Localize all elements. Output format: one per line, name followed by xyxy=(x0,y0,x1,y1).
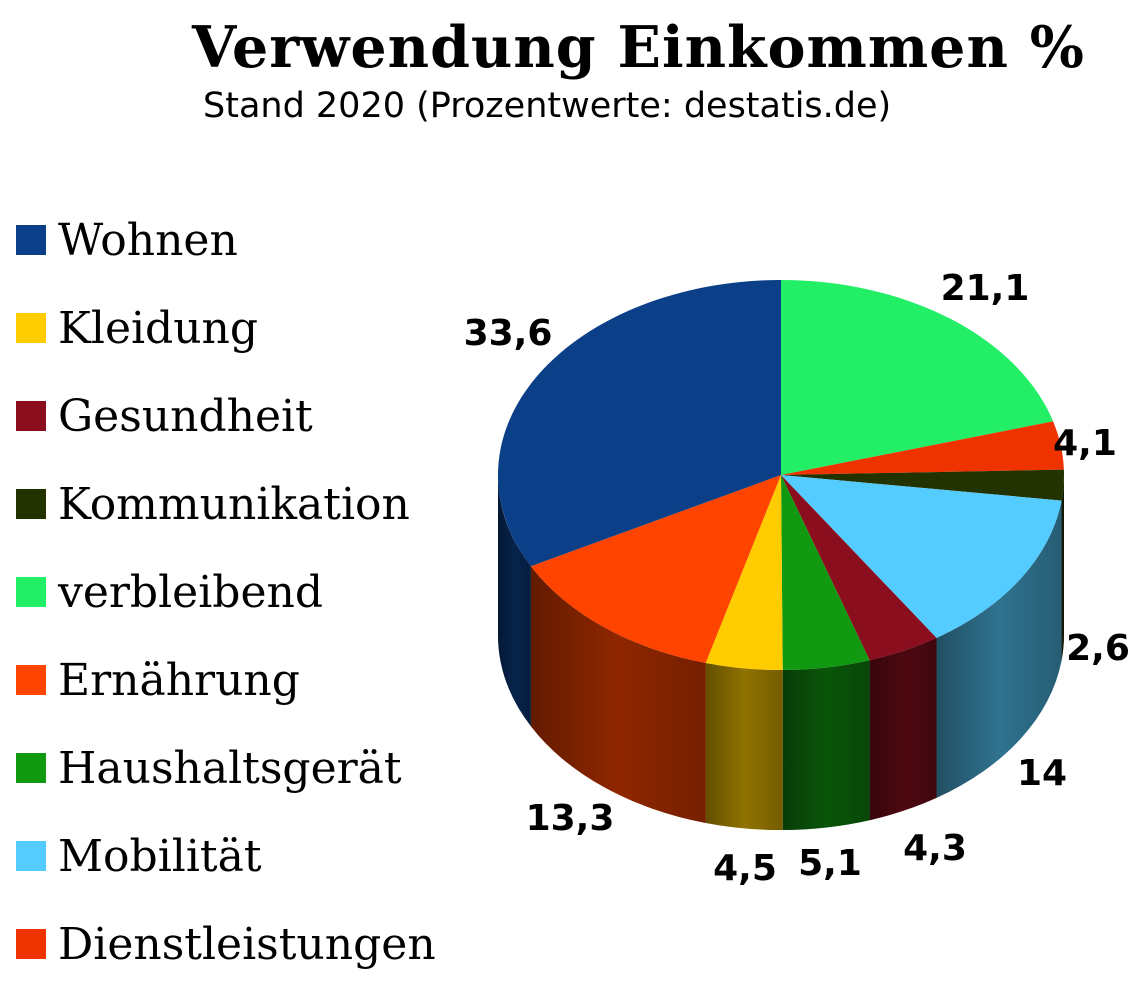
pie-value-labels: 21,1 4,1 2,6 14 4,3 5,1 4,5 13,3 33,6 xyxy=(464,268,1130,889)
chart-title: Verwendung Einkommen % xyxy=(192,14,1085,81)
legend-item: verbleibend xyxy=(16,548,436,636)
legend-swatch xyxy=(16,401,46,431)
legend-label: Kleidung xyxy=(58,302,259,354)
legend-swatch xyxy=(16,225,46,255)
pie-side-shade xyxy=(936,500,1062,798)
chart-legend: Wohnen Kleidung Gesundheit Kommunikation ver… xyxy=(16,196,436,988)
legend-swatch xyxy=(16,753,46,783)
pie-side-shade xyxy=(782,660,870,830)
slice-value-label: 4,1 xyxy=(1053,423,1117,464)
slice-value-label: 4,5 xyxy=(713,848,777,889)
slice-value-label: 21,1 xyxy=(941,268,1030,309)
pie-sides xyxy=(498,475,1064,830)
legend-label: Haushaltsgerät xyxy=(58,742,402,794)
legend-label: Wohnen xyxy=(58,214,238,266)
chart-subtitle: Stand 2020 (Prozentwerte: destatis.de) xyxy=(203,86,892,126)
pie-side-shade xyxy=(869,637,937,821)
legend-label: Dienstleistungen xyxy=(58,918,436,970)
pie-slice-gesundheit xyxy=(781,475,937,661)
legend-swatch xyxy=(16,929,46,959)
legend-item: Dienstleistungen xyxy=(16,900,436,988)
legend-item: Gesundheit xyxy=(16,372,436,460)
legend-label: verbleibend xyxy=(58,566,323,618)
slice-value-label: 14 xyxy=(1017,753,1067,794)
legend-swatch xyxy=(16,313,46,343)
pie-side-shade xyxy=(1061,475,1064,661)
pie-side-shade xyxy=(705,662,783,830)
legend-label: Gesundheit xyxy=(58,390,313,442)
legend-swatch xyxy=(16,665,46,695)
pie-top xyxy=(497,280,1064,670)
pie-slice-kleidung xyxy=(705,475,783,670)
legend-swatch xyxy=(16,841,46,871)
slice-value-label: 2,6 xyxy=(1066,628,1130,669)
legend-item: Wohnen xyxy=(16,196,436,284)
legend-label: Kommunikation xyxy=(58,478,410,530)
pie-slice-ernährung xyxy=(530,475,781,663)
legend-label: Ernährung xyxy=(58,654,300,706)
slice-value-label: 13,3 xyxy=(526,798,615,839)
pie-side-shade xyxy=(530,566,706,823)
legend-item: Mobilität xyxy=(16,812,436,900)
slice-value-label: 33,6 xyxy=(464,313,553,354)
slice-value-label: 4,3 xyxy=(903,828,967,869)
pie-slice-mobilität xyxy=(781,475,1062,638)
legend-swatch xyxy=(16,577,46,607)
pie-slice-verbleibend xyxy=(781,280,1054,475)
legend-item: Haushaltsgerät xyxy=(16,724,436,812)
legend-item: Ernährung xyxy=(16,636,436,724)
legend-item: Kleidung xyxy=(16,284,436,372)
legend-item: Kommunikation xyxy=(16,460,436,548)
pie-slice-haushaltsgerät xyxy=(781,475,870,670)
legend-swatch xyxy=(16,489,46,519)
pie-slice-wohnen xyxy=(497,280,781,567)
legend-label: Mobilität xyxy=(58,830,262,882)
pie-slice-dienstleistungen xyxy=(781,421,1064,475)
pie-slice-kommunikation xyxy=(781,469,1064,501)
slice-value-label: 5,1 xyxy=(798,843,862,884)
pie-side-shade xyxy=(498,475,531,727)
